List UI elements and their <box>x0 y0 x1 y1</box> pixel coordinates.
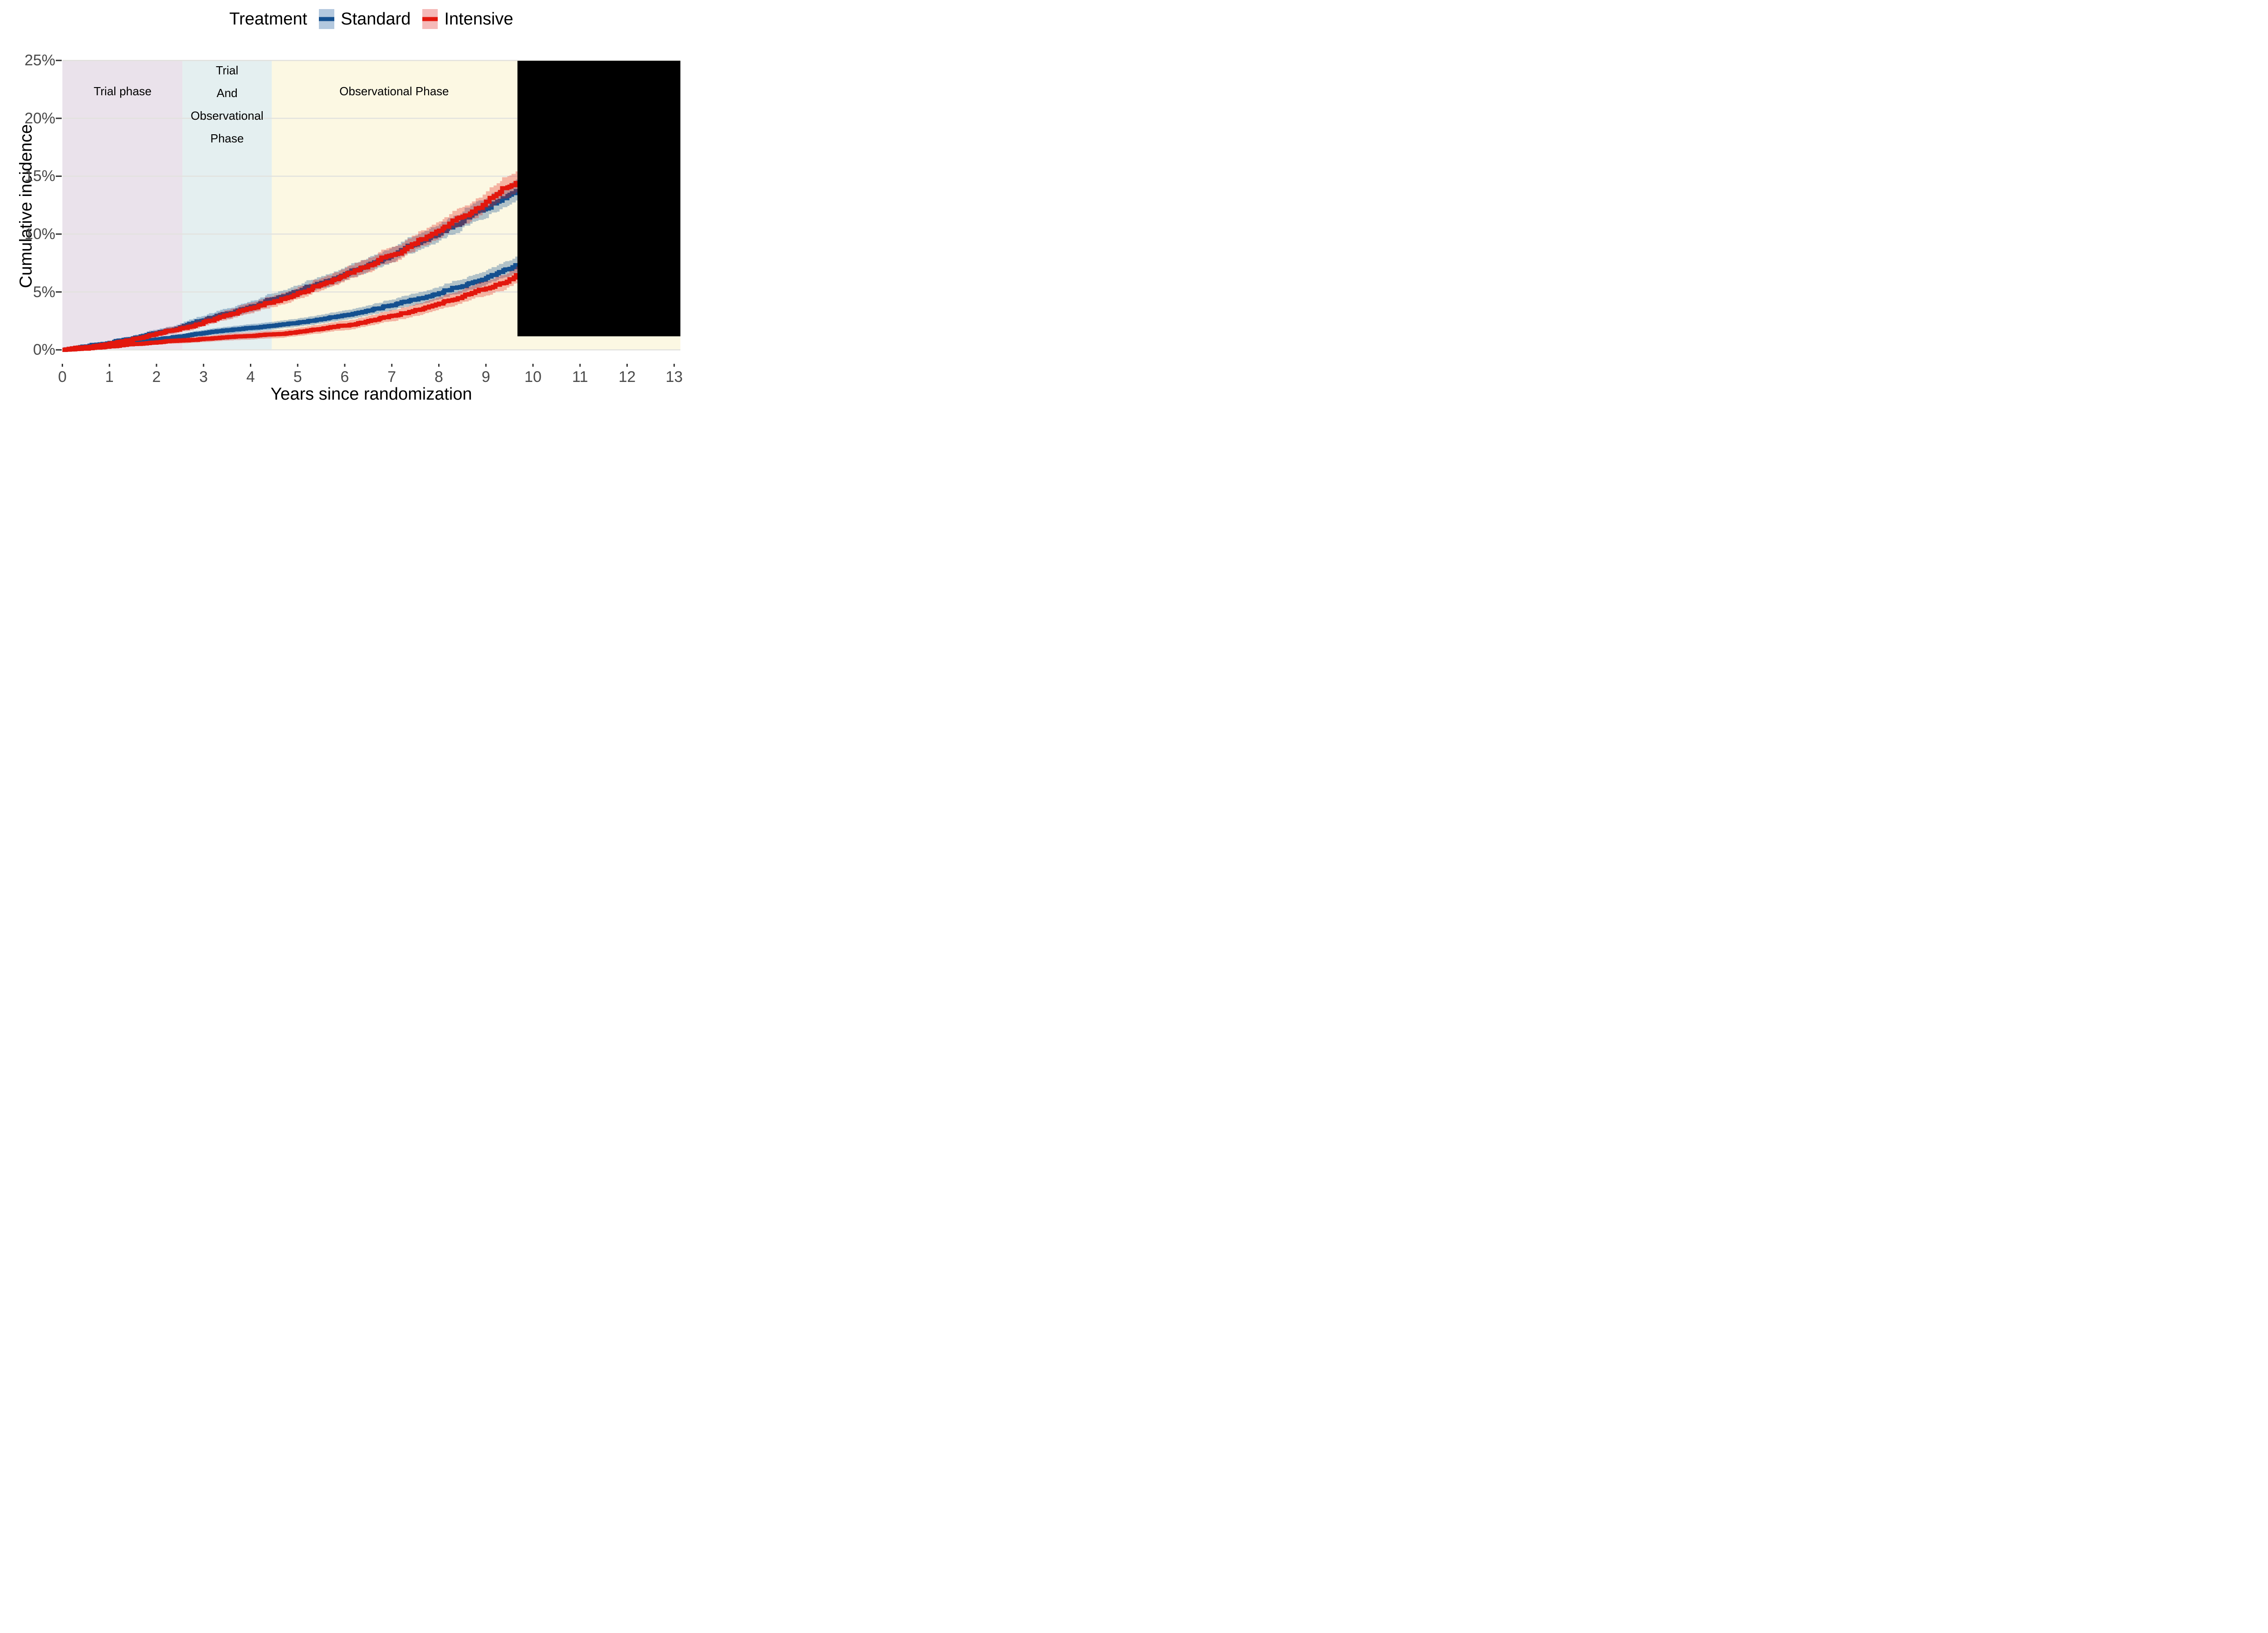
legend-key-line <box>422 17 438 21</box>
x-tick-label: 0 <box>58 368 67 386</box>
y-tick-label: 25% <box>24 52 55 69</box>
phase-region <box>182 60 272 350</box>
x-tick-label: 2 <box>152 368 161 386</box>
x-axis-title: Years since randomization <box>270 385 472 404</box>
legend-key-line <box>319 17 335 21</box>
phase-region <box>62 60 183 350</box>
x-tick-label: 3 <box>199 368 208 386</box>
y-tick-label: 15% <box>24 167 55 185</box>
legend-item: Intensive <box>422 9 513 29</box>
x-tick-label: 9 <box>481 368 490 386</box>
legend-key-standard-icon <box>319 9 335 29</box>
phase-label: Trial And Observational Phase <box>191 59 263 150</box>
phase-label-line: Trial phase <box>93 84 152 98</box>
plot-panel <box>56 59 680 367</box>
legend-title: Treatment <box>229 9 308 29</box>
y-tick-label: 20% <box>24 109 55 127</box>
phase-label: Trial phase <box>93 80 152 103</box>
redaction-box <box>517 61 680 337</box>
line-intensive-upper <box>62 181 521 352</box>
x-tick-label: 5 <box>293 368 302 386</box>
x-tick-label: 11 <box>572 368 588 386</box>
x-tick-label: 13 <box>665 368 683 386</box>
legend-item-label: Intensive <box>444 9 513 29</box>
line-intensive-lower <box>62 273 521 352</box>
x-tick-label: 1 <box>105 368 114 386</box>
phase-label-line: Phase <box>210 132 244 145</box>
phase-label-line: And <box>216 86 238 100</box>
phase-label-line: Observational <box>191 109 264 122</box>
phase-label: Observational Phase <box>339 80 449 103</box>
x-tick-label: 6 <box>340 368 349 386</box>
phase-label-line: Observational Phase <box>339 84 449 98</box>
legend: Treatment Standard Intensive <box>62 6 680 32</box>
line-standard-lower <box>62 263 521 352</box>
x-tick-label: 7 <box>387 368 396 386</box>
y-tick-label: 0% <box>33 341 55 359</box>
phase-label-line: Trial <box>215 64 239 77</box>
legend-item-label: Standard <box>341 9 411 29</box>
x-tick-label: 4 <box>246 368 255 386</box>
ci-band-standard-lower <box>62 255 519 350</box>
x-tick-label: 8 <box>435 368 443 386</box>
figure: Treatment Standard Intensive Cumulative i… <box>0 0 683 408</box>
y-axis-title: Cumulative incidence <box>16 124 36 288</box>
legend-item: Standard <box>319 9 411 29</box>
x-tick-label: 10 <box>524 368 542 386</box>
y-tick-label: 10% <box>24 225 55 243</box>
legend-key-intensive-icon <box>422 9 438 29</box>
x-tick-label: 12 <box>618 368 636 386</box>
y-tick-label: 5% <box>33 283 55 301</box>
